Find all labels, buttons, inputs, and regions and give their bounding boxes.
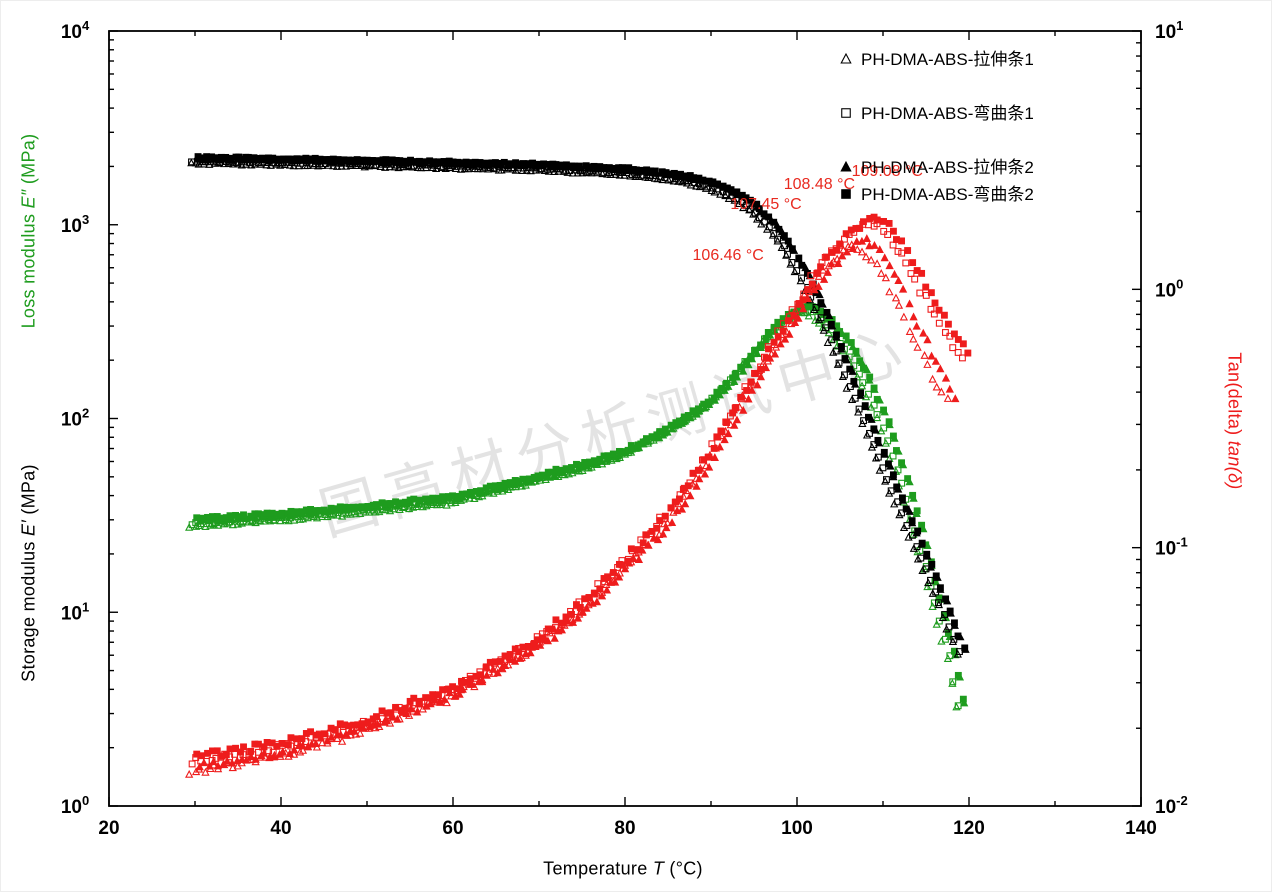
- legend-item-label: PH-DMA-ABS-弯曲条2: [861, 185, 1034, 204]
- watermark-text: 国高材分析测试中心: [313, 317, 919, 548]
- loss-title-units: (MPa): [18, 133, 39, 190]
- left-y-tick-label: 104: [61, 18, 90, 43]
- right-y-tick-label: 101: [1155, 18, 1183, 43]
- peak-annotation: 106.46 °C: [693, 247, 764, 264]
- legend: PH-DMA-ABS-拉伸条1 PH-DMA-ABS-弯曲条1 PH-DMA-ABS…: [840, 50, 1034, 204]
- x-tick-label: 40: [270, 818, 291, 839]
- tand-symbol: tan(δ): [1224, 440, 1245, 490]
- storage-symbol: E′: [18, 519, 39, 536]
- left-y-tick-label: 100: [61, 793, 89, 818]
- left-y-tick-label: 101: [61, 599, 89, 624]
- peak-annotation: 108.48 °C: [784, 176, 855, 193]
- tan-delta-series: [185, 213, 972, 778]
- storage-modulus-series: [187, 153, 970, 658]
- x-tick-label: 80: [614, 818, 635, 839]
- left-y-tick-label: 103: [61, 212, 89, 237]
- tand-title-text: Tan(delta): [1224, 352, 1245, 441]
- storage-title-text: Storage modulus: [18, 535, 39, 682]
- legend-item-label: PH-DMA-ABS-弯曲条1: [861, 104, 1034, 123]
- right-y-tick-label: 100: [1155, 276, 1183, 301]
- left-axis-title-loss-modulus: Loss modulus E″ (MPa): [19, 134, 40, 329]
- peak-annotation: 109.08 °C: [852, 163, 923, 180]
- x-symbol: T: [652, 858, 665, 879]
- x-title-units: (°C): [664, 858, 703, 879]
- x-tick-label: 100: [781, 818, 813, 839]
- peak-annotation: 107.45 °C: [730, 196, 801, 213]
- loss-title-text: Loss modulus: [18, 208, 39, 329]
- x-title-text: Temperature: [543, 858, 653, 879]
- x-tick-label: 140: [1125, 818, 1157, 839]
- loss-modulus-series: [185, 301, 969, 711]
- storage-title-units: (MPa): [18, 464, 39, 520]
- loss-symbol: E″: [18, 189, 39, 209]
- x-tick-label: 120: [953, 818, 985, 839]
- x-axis-title-temperature: Temperature T (°C): [543, 859, 703, 880]
- left-y-tick-label: 102: [61, 406, 89, 431]
- x-tick-label: 20: [98, 818, 119, 839]
- legend-item-label: PH-DMA-ABS-拉伸条2: [861, 158, 1034, 177]
- legend-item-label: PH-DMA-ABS-拉伸条1: [861, 50, 1034, 69]
- right-y-tick-label: 10-2: [1155, 793, 1188, 818]
- right-axis-title-tan-delta: Tan(delta) tan(δ): [1224, 352, 1245, 489]
- x-tick-label: 60: [442, 818, 463, 839]
- left-axis-title-storage-modulus: Storage modulus E′ (MPa): [19, 464, 40, 682]
- right-y-tick-label: 10-1: [1155, 535, 1188, 560]
